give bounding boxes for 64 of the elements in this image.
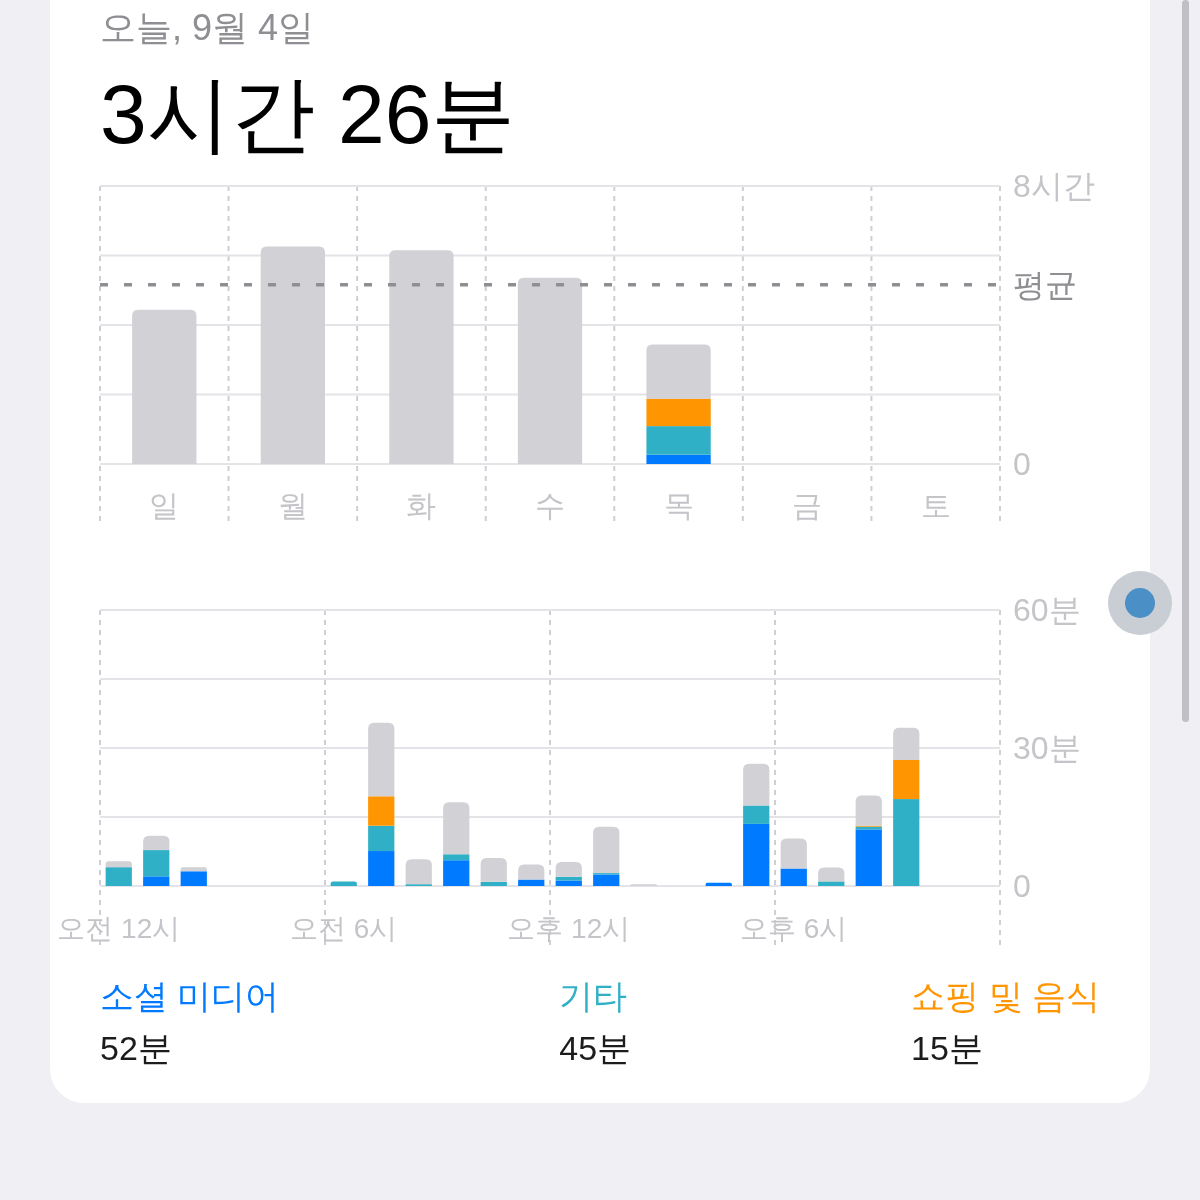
x-tick-label: 금 (792, 489, 823, 522)
bar (443, 802, 470, 855)
bar (132, 309, 197, 464)
bar (105, 867, 132, 886)
y-tick-label: 0 (1013, 446, 1031, 482)
chart-subtitle: 3시간 26분 (100, 67, 516, 161)
bar (405, 859, 432, 885)
bar (593, 874, 620, 886)
bar (893, 759, 920, 800)
bar (443, 854, 470, 861)
y-tick-label: 30분 (1013, 730, 1081, 766)
bar (517, 277, 583, 464)
y-tick-label: 8시간 (1013, 168, 1095, 204)
bar (705, 882, 732, 886)
bar (518, 879, 545, 886)
bar (855, 795, 882, 826)
bar (555, 862, 582, 877)
bar (818, 867, 845, 882)
bar (480, 881, 507, 886)
bar (780, 838, 807, 869)
chart-title: 오늘, 9월 4일 (100, 7, 315, 48)
bar (368, 722, 395, 797)
bar (893, 727, 920, 760)
bar (480, 857, 507, 882)
bar (555, 880, 582, 886)
x-tick-label: 수 (535, 489, 565, 522)
x-tick-label: 오전 12시 (57, 913, 181, 944)
bar (593, 826, 620, 874)
bar (389, 250, 454, 464)
bar (105, 861, 132, 868)
bar (143, 835, 170, 851)
bar (646, 426, 711, 455)
bar (260, 246, 325, 464)
bar (330, 881, 357, 886)
bar (743, 823, 770, 886)
bar (143, 850, 170, 877)
bar (368, 825, 395, 852)
y-tick-label: 60분 (1013, 592, 1081, 628)
bar (143, 876, 170, 886)
bar (743, 805, 770, 824)
bar (818, 881, 845, 886)
x-tick-label: 목 (663, 489, 694, 522)
bar (855, 829, 882, 886)
bar (368, 851, 395, 886)
y-tick-label: 0 (1013, 868, 1031, 904)
bar (180, 867, 207, 872)
x-tick-label: 월 (277, 489, 308, 522)
bar (780, 868, 807, 886)
bar (368, 796, 395, 826)
x-tick-label: 일 (149, 489, 180, 522)
x-tick-label: 오전 6시 (290, 913, 398, 944)
x-tick-label: 토 (920, 489, 951, 522)
bar (743, 763, 770, 806)
bar (646, 398, 711, 427)
bar (443, 860, 470, 886)
x-tick-label: 오후 6시 (740, 913, 848, 944)
x-tick-label: 오후 12시 (507, 913, 631, 944)
bar (180, 871, 207, 886)
bar (518, 864, 545, 880)
x-tick-label: 화 (406, 489, 437, 522)
ref-line-label: 평균 (1013, 266, 1077, 303)
bar (893, 799, 920, 886)
bar (646, 344, 711, 399)
bar (646, 454, 711, 464)
